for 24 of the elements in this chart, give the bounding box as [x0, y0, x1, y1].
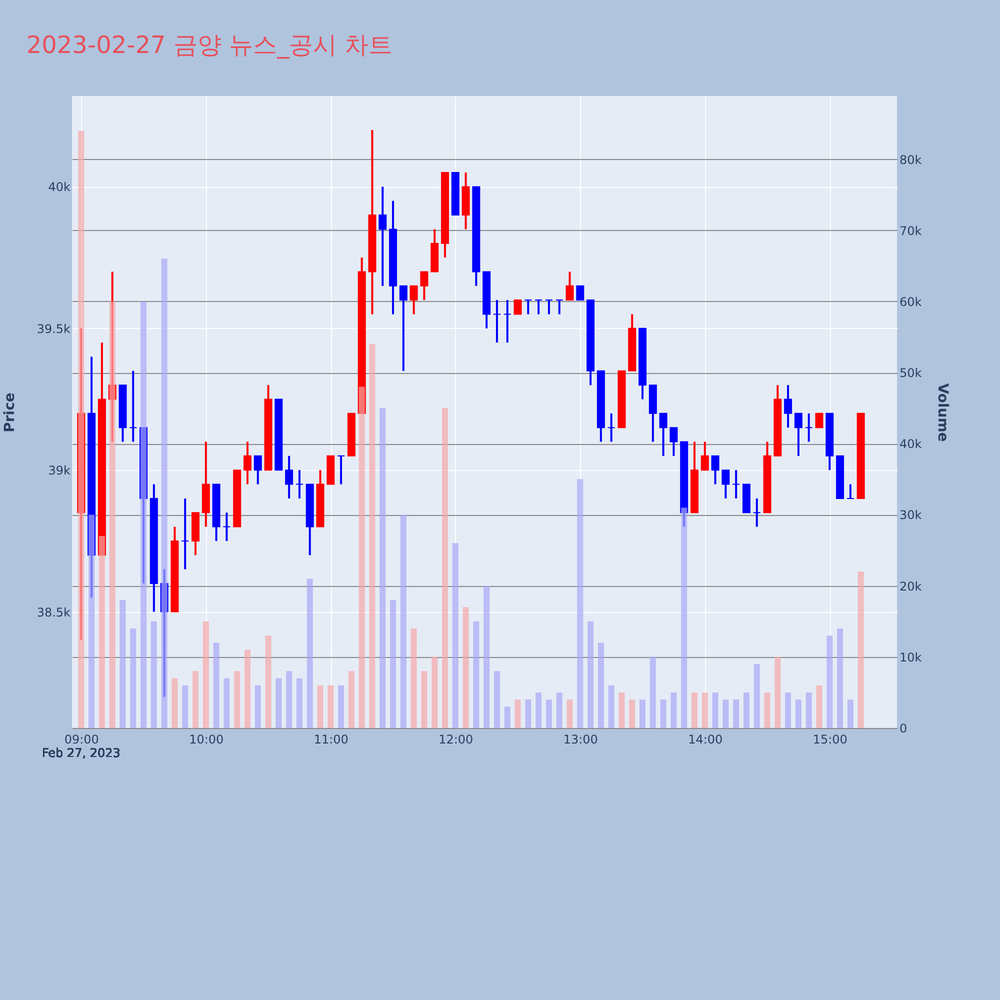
y-axis-title: Price [2, 392, 18, 432]
x-tick-label: 12:00 [438, 732, 474, 746]
y2-tick-label: 20k [900, 579, 922, 594]
x-tick-label: 09:00 [64, 732, 99, 746]
y2-tick-label: 10k [900, 650, 922, 664]
x-tick-label: 14:00 [688, 732, 723, 746]
y2-axis-title: Volume [934, 383, 951, 442]
y2-tick-label: 70k [900, 224, 922, 238]
y2-tick-label: 0 [900, 722, 908, 736]
y-tick-label: 38.5k [36, 605, 71, 620]
y2-tick-label: 50k [900, 366, 922, 380]
y2-tick-label: 30k [900, 508, 922, 522]
y2-tick-label: 60k [900, 294, 922, 309]
y-tick-label: 39k [48, 464, 71, 478]
y-tick-label: 40k [48, 180, 71, 194]
y2-tick-label: 80k [900, 152, 922, 167]
text: Feb 27, 2023 [42, 746, 120, 760]
x-tick-label: 10:00 [189, 732, 224, 746]
chart-title: 2023-02-27 금양 뉴스_공시 차트 [26, 31, 393, 59]
y2-tick-label: 40k [900, 437, 922, 452]
x-tick-label: 11:00 [314, 732, 348, 746]
x-tick-label: 15:00 [812, 732, 848, 746]
x-tick-label: 13:00 [563, 732, 598, 746]
y-tick-label: 39.5k [36, 322, 71, 336]
